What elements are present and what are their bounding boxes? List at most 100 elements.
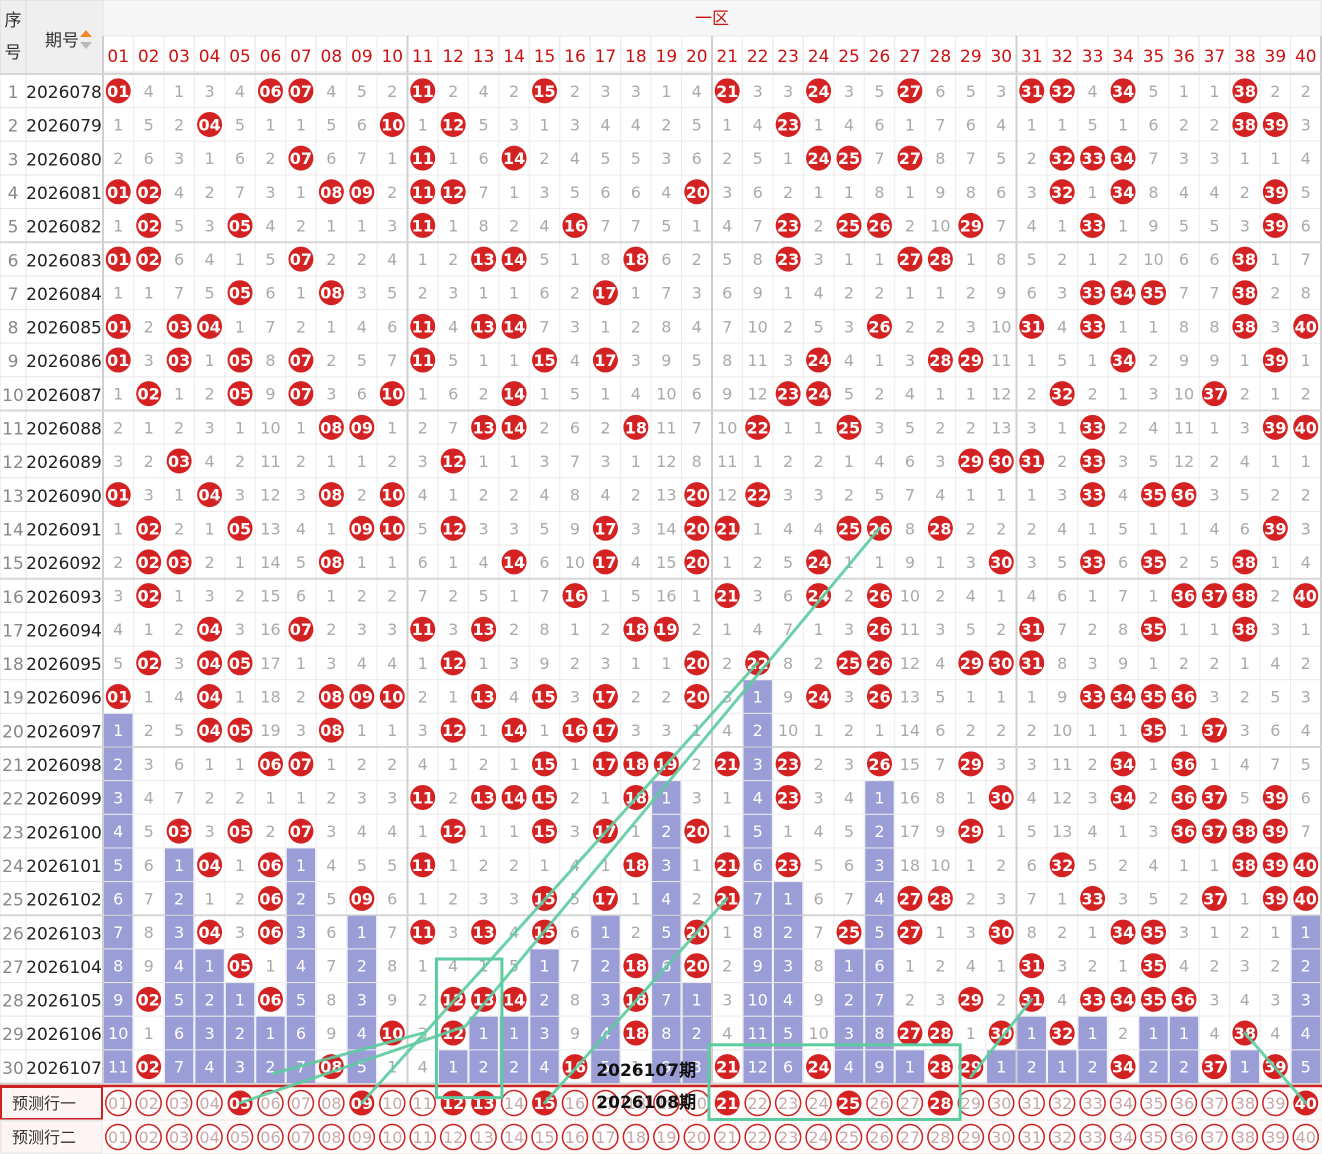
hit-ball <box>471 313 497 339</box>
prediction-ball-empty <box>653 1123 680 1151</box>
miss-bar <box>195 949 224 983</box>
miss-value: 6 <box>1027 856 1037 875</box>
miss-bar <box>469 1050 498 1083</box>
prediction-ball-number: 01 <box>108 1128 128 1147</box>
row-seq-text: 7 <box>8 285 19 305</box>
prediction-ball-empty <box>135 1089 162 1117</box>
miss-value: 4 <box>661 183 671 202</box>
miss-value: 1 <box>387 418 397 437</box>
prediction-ball-empty <box>287 1089 315 1117</box>
hit-ball-number: 31 <box>1021 452 1043 471</box>
miss-value: 4 <box>783 519 793 538</box>
hit-ball-number: 36 <box>1173 587 1195 606</box>
hit-ball-number: 40 <box>1295 587 1317 606</box>
hit-ball-number: 33 <box>1081 889 1103 908</box>
hit-ball <box>1080 448 1106 474</box>
miss-value: 1 <box>144 688 154 707</box>
number-header-label: 04 <box>199 47 221 67</box>
trend-line <box>238 526 881 1105</box>
hit-ball-number: 27 <box>899 1024 921 1043</box>
miss-value: 1 <box>265 115 275 134</box>
miss-value: 3 <box>844 82 854 101</box>
miss-value: 4 <box>722 721 732 740</box>
hit-ball <box>1262 885 1288 911</box>
number-header-label: 08 <box>321 47 343 67</box>
number-header-label: 35 <box>1143 47 1165 67</box>
row-seq-text: 30 <box>2 1059 24 1079</box>
miss-value: 1 <box>174 82 184 101</box>
miss-value: 3 <box>235 620 245 639</box>
prediction-ball-empty <box>988 1089 1015 1117</box>
hit-ball <box>623 852 649 878</box>
miss-value: 3 <box>844 620 854 639</box>
miss-value: 1 <box>966 1024 976 1043</box>
miss-value: 2 <box>204 553 214 572</box>
miss-bar <box>1291 983 1320 1016</box>
miss-value: 1 <box>631 284 641 303</box>
miss-value: 3 <box>722 990 732 1009</box>
row-issue-text: 2026090 <box>26 487 102 507</box>
row-seq-text: 5 <box>8 218 19 238</box>
miss-value: 7 <box>874 149 884 168</box>
number-header-label: 21 <box>716 47 738 67</box>
hit-ball <box>410 919 436 945</box>
hit-ball-number: 13 <box>472 418 494 437</box>
row-issue-text: 2026107 <box>26 1059 102 1079</box>
miss-bar-value: 3 <box>357 990 367 1009</box>
miss-value: 7 <box>935 755 945 774</box>
hit-ball-number: 39 <box>1264 216 1286 235</box>
number-header-label: 33 <box>1082 47 1104 67</box>
hit-ball <box>1110 684 1136 710</box>
miss-value: 4 <box>387 654 397 673</box>
seq-cell <box>0 410 27 445</box>
hit-ball <box>166 347 192 373</box>
row-issue-text: 2026079 <box>26 117 102 137</box>
miss-value: 5 <box>265 250 275 269</box>
prediction-ball-empty <box>1109 1089 1137 1117</box>
miss-value: 8 <box>874 183 884 202</box>
hit-ball <box>227 515 253 541</box>
hit-ball <box>501 986 527 1012</box>
hit-ball-number: 15 <box>533 351 555 370</box>
prediction-ball-number: 13 <box>473 1128 493 1147</box>
hit-ball <box>1019 616 1045 642</box>
hit-ball <box>197 650 223 676</box>
miss-bar <box>743 781 772 814</box>
miss-bar <box>895 1050 925 1083</box>
miss-value: 2 <box>479 385 489 404</box>
miss-value: 1 <box>418 250 428 269</box>
miss-value: 8 <box>966 183 976 202</box>
miss-value: 8 <box>539 620 549 639</box>
miss-value: 1 <box>113 385 123 404</box>
miss-value: 4 <box>935 486 945 505</box>
miss-value: 2 <box>387 755 397 774</box>
miss-bar-value: 3 <box>753 755 763 774</box>
miss-value: 6 <box>357 115 367 134</box>
number-header-label: 15 <box>534 47 556 67</box>
hit-ball <box>836 515 862 541</box>
miss-value: 5 <box>448 351 458 370</box>
miss-bar <box>104 713 133 747</box>
hit-ball-number: 38 <box>1234 822 1256 841</box>
miss-value: 2 <box>844 721 854 740</box>
prediction-ball-number: 37 <box>1204 1094 1224 1113</box>
hit-ball <box>410 852 436 878</box>
hit-ball-number: 39 <box>1264 822 1286 841</box>
miss-bar-value: 6 <box>874 957 884 976</box>
miss-value: 6 <box>144 149 154 168</box>
miss-value: 8 <box>387 957 397 976</box>
number-header-label: 02 <box>138 47 160 67</box>
miss-value: 8 <box>600 250 610 269</box>
miss-value: 1 <box>661 654 671 673</box>
miss-bar-value: 2 <box>1301 957 1311 976</box>
hit-ball <box>1141 986 1167 1012</box>
row-issue-text: 2026096 <box>26 689 102 709</box>
hit-ball <box>105 313 131 339</box>
miss-value: 2 <box>996 620 1006 639</box>
hit-ball <box>1262 515 1288 541</box>
miss-value: 4 <box>1270 1024 1280 1043</box>
miss-value: 4 <box>1057 990 1067 1009</box>
issue-cell <box>25 309 104 344</box>
number-header-label: 06 <box>260 47 282 67</box>
row-issue-text: 2026100 <box>26 823 102 843</box>
